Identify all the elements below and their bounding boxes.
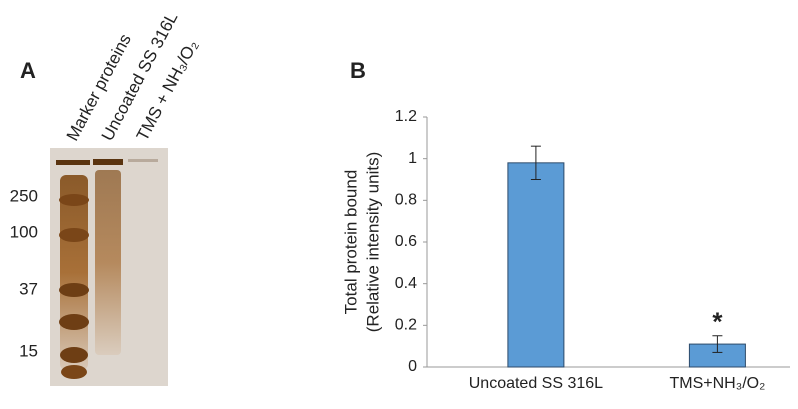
gel-panel: A (20, 58, 168, 386)
x-tick-label: TMS+NH₃/O₂ (669, 375, 765, 392)
bar (507, 162, 565, 368)
gel-lane (95, 170, 121, 355)
y-tick-label: 0.4 (395, 275, 417, 292)
gel-band (60, 347, 88, 363)
gel-band (93, 159, 123, 165)
gel-band (59, 283, 89, 297)
y-tick-label: 0.2 (395, 317, 417, 334)
gel-band (56, 160, 90, 165)
y-tick-label: 0.8 (395, 192, 417, 209)
gel-band (128, 159, 158, 162)
panel-label: A (20, 58, 36, 83)
gel-band (61, 365, 87, 379)
chart: B 0 0.2 0.4 0.6 0.8 1 1.2 Total protein bound (R… (341, 58, 790, 392)
gel-band (59, 228, 89, 242)
ladder-labels: 250 100 37 15 (10, 186, 38, 360)
y-tick-label: 0.6 (395, 233, 417, 250)
y-tick-label: 1.2 (395, 108, 417, 125)
panel-label: B (350, 58, 366, 83)
x-tick-label: Uncoated SS 316L (469, 375, 603, 392)
ladder-label: 250 (10, 186, 38, 205)
y-tick-label: 1 (408, 150, 417, 167)
ladder-label: 37 (19, 279, 38, 298)
y-axis-label: Total protein bound (341, 170, 360, 315)
gel-band (59, 194, 89, 206)
annotation: * (712, 307, 723, 337)
ladder-label: 100 (10, 222, 38, 241)
y-axis-label: (Relative intensity units) (363, 152, 382, 332)
gel-band (59, 314, 89, 330)
y-tick-label: 0 (408, 358, 417, 375)
ladder-label: 15 (19, 341, 38, 360)
